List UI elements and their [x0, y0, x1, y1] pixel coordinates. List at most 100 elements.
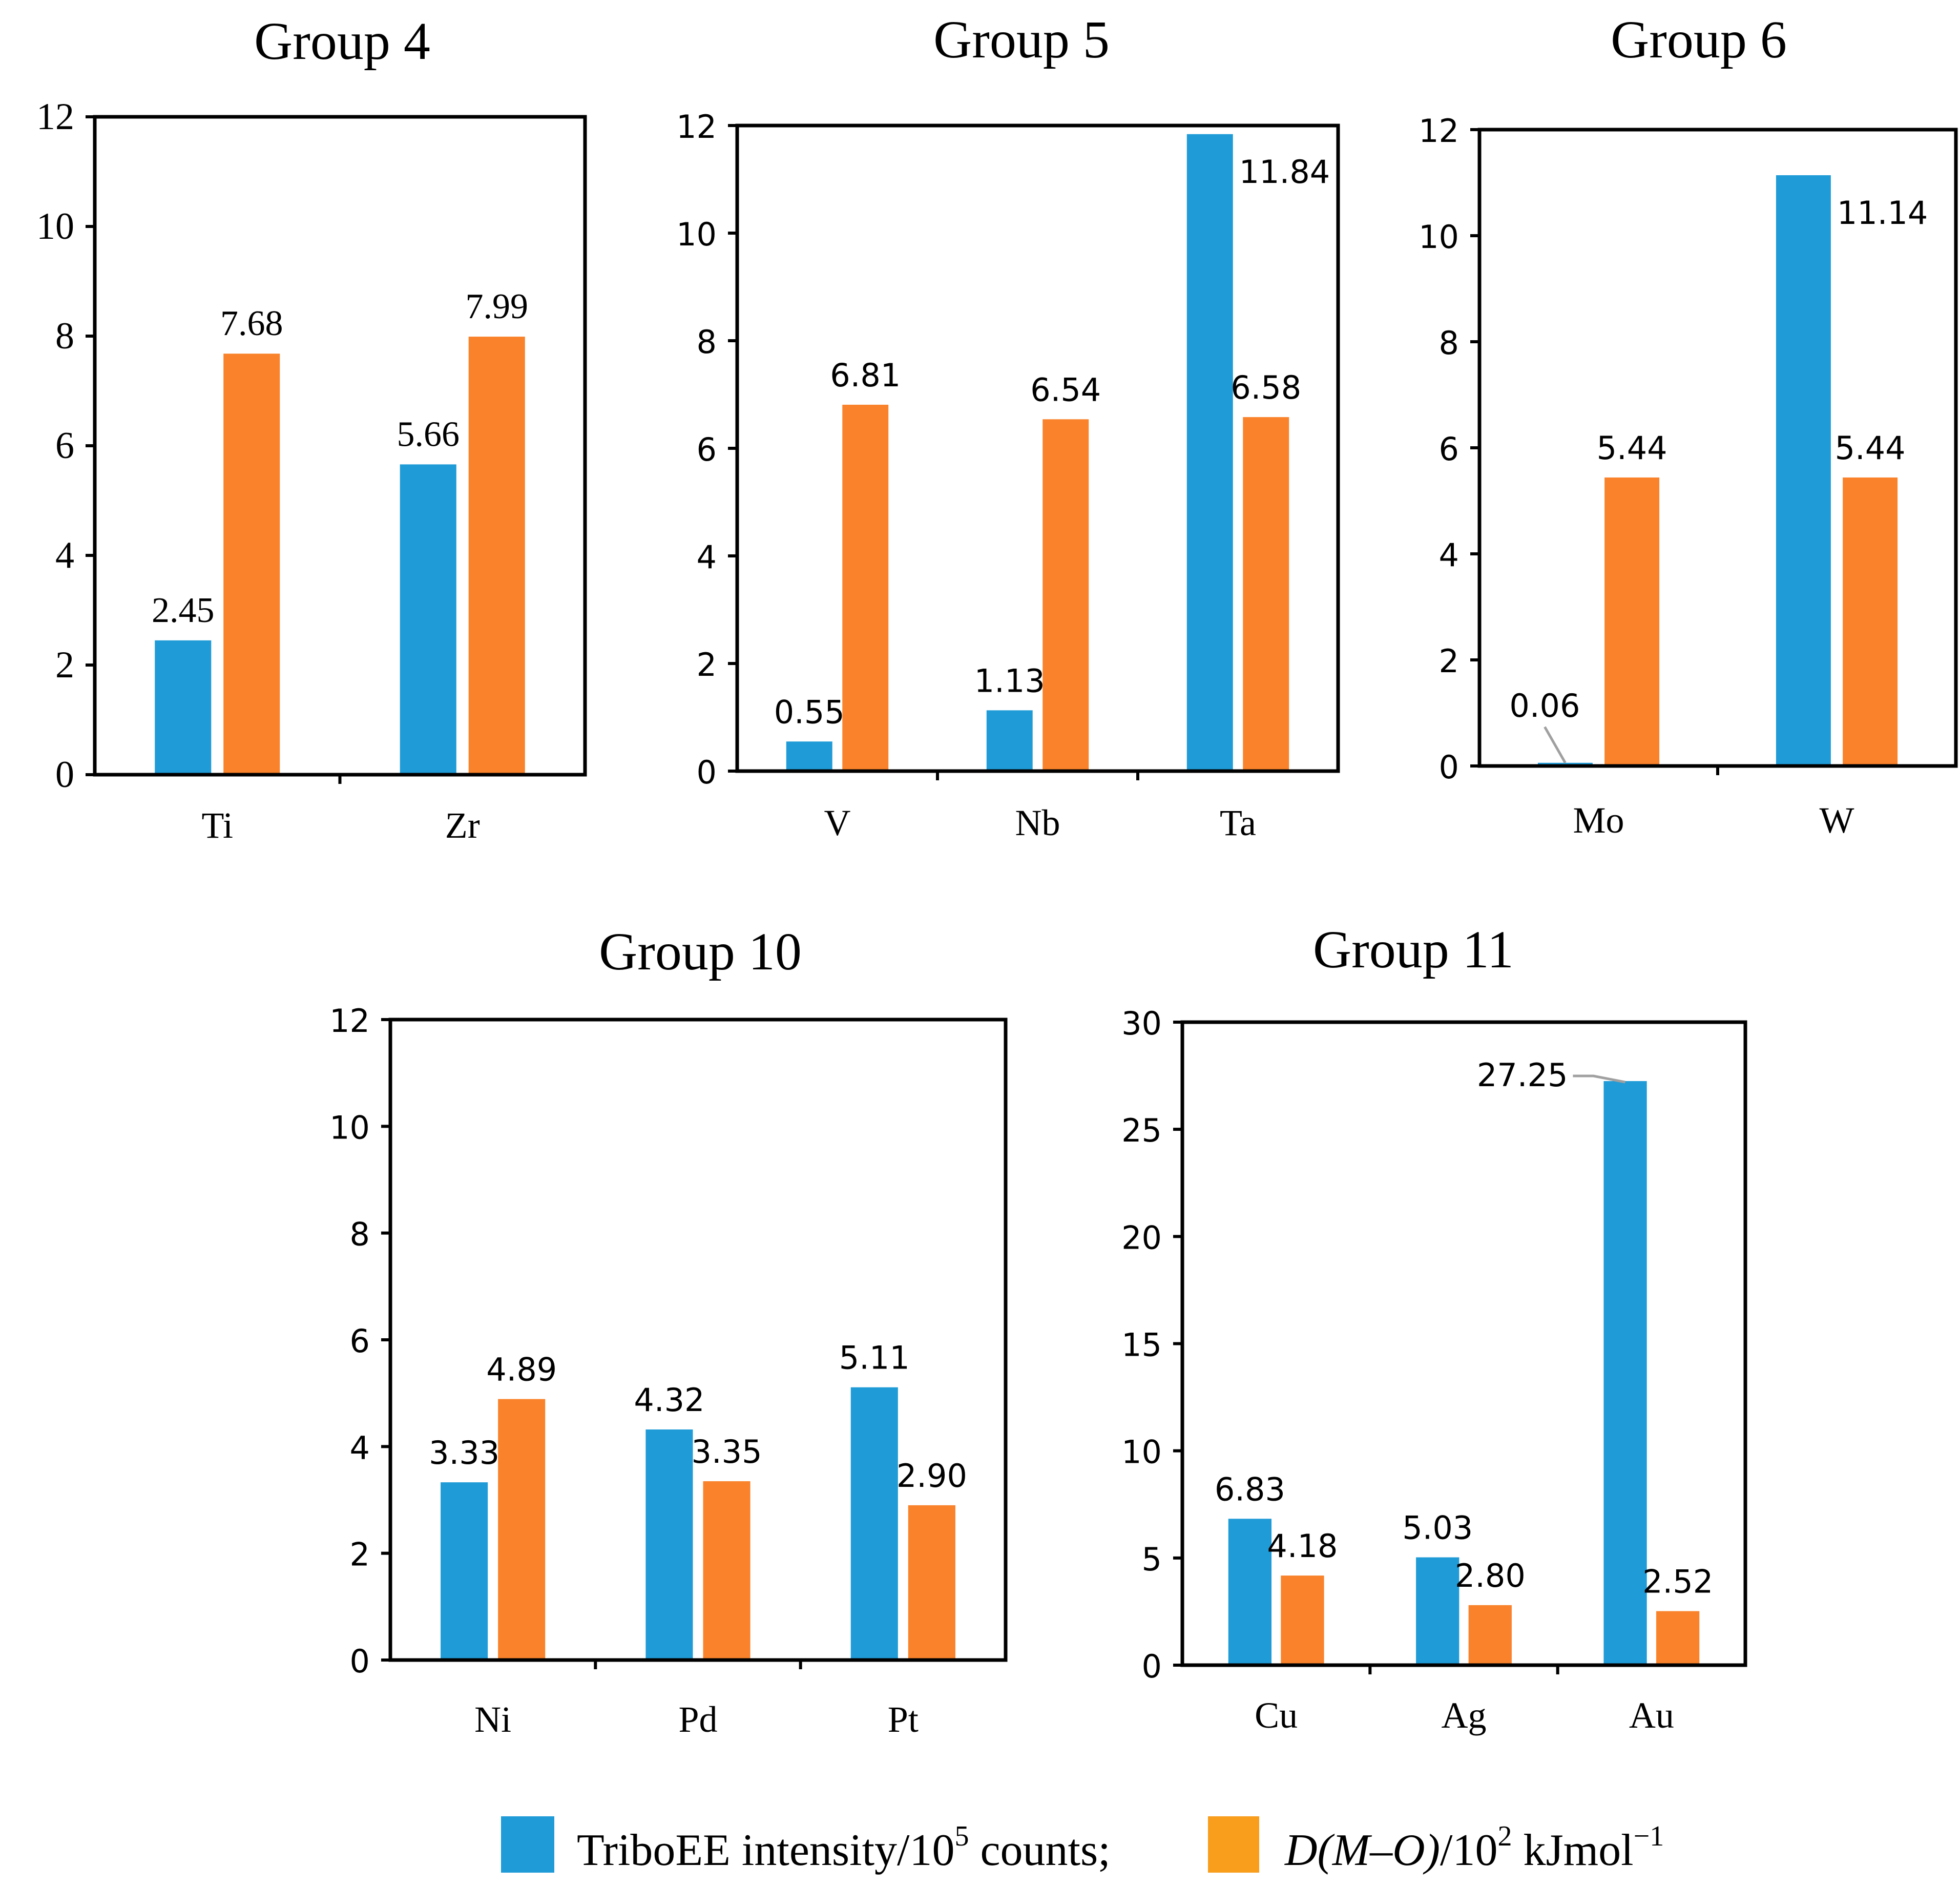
y-tick-label: 10 — [676, 216, 717, 253]
bar-triboee — [1228, 1519, 1272, 1665]
y-tick-label: 2 — [697, 646, 717, 683]
bar-dmo — [1656, 1611, 1700, 1665]
data-label: 0.55 — [774, 693, 845, 731]
y-tick-label: 8 — [697, 323, 717, 361]
bar-triboee — [986, 710, 1033, 771]
y-tick-label: 15 — [1121, 1326, 1162, 1364]
data-label: 5.11 — [839, 1339, 910, 1377]
legend-swatch-dmo — [1208, 1816, 1259, 1873]
chart-panel: Group 6 0 2 4 6 8 10 12 Mo 0.06 5.44 W 11.14 5.44 — [1419, 10, 1958, 841]
y-tick-label: 25 — [1121, 1112, 1162, 1149]
y-tick-label: 12 — [676, 108, 717, 146]
y-tick-label: 6 — [350, 1322, 370, 1360]
data-label: 5.44 — [1835, 429, 1906, 467]
x-category-label: Zr — [445, 805, 480, 846]
x-category-label: Cu — [1255, 1695, 1298, 1736]
plot-frame — [1477, 128, 1958, 768]
x-category-label: Pd — [678, 1699, 717, 1740]
data-label: 4.32 — [634, 1381, 704, 1419]
chart-title: Group 10 — [599, 922, 802, 981]
y-tick-label: 5 — [1142, 1541, 1162, 1578]
bar-dmo — [1243, 417, 1289, 771]
y-tick-label: 10 — [1121, 1434, 1162, 1471]
legend-label-dmo: D(M–O)/102 kJmol−1 — [1284, 1820, 1664, 1875]
y-tick-label: 12 — [329, 1002, 370, 1040]
plot-frame — [1180, 1020, 1747, 1667]
bar-dmo — [1843, 477, 1898, 766]
data-label: 11.14 — [1837, 194, 1928, 232]
data-label: 2.52 — [1642, 1563, 1713, 1601]
data-label: 3.33 — [429, 1434, 499, 1471]
y-tick-label: 12 — [1419, 112, 1459, 150]
bar-triboee — [645, 1429, 693, 1660]
y-tick-label: 30 — [1121, 1005, 1162, 1042]
plot-frame — [93, 115, 587, 777]
chart-title: Group 5 — [933, 10, 1110, 69]
data-label: 0.06 — [1509, 687, 1580, 724]
bar-triboee — [400, 464, 456, 775]
data-label: 7.68 — [220, 304, 283, 343]
bar-dmo — [468, 337, 525, 775]
x-category-label: Pt — [888, 1699, 919, 1740]
data-label: 5.03 — [1402, 1509, 1473, 1547]
bar-dmo — [842, 404, 889, 771]
y-tick-label: 0 — [55, 754, 74, 796]
y-tick-label: 10 — [36, 205, 74, 247]
data-label: 2.45 — [152, 591, 215, 630]
chart-title: Group 6 — [1611, 10, 1787, 69]
bar-triboee — [1603, 1081, 1647, 1665]
y-tick-label: 0 — [1439, 749, 1459, 786]
leader-line — [1544, 726, 1567, 764]
data-label: 2.90 — [896, 1457, 967, 1495]
bar-triboee — [850, 1387, 898, 1660]
bar-dmo — [1604, 477, 1660, 766]
y-tick-label: 4 — [697, 538, 717, 576]
x-category-label: W — [1820, 800, 1854, 841]
y-tick-label: 10 — [1419, 218, 1459, 256]
y-tick-label: 2 — [55, 644, 74, 686]
bar-dmo — [908, 1505, 955, 1660]
legend-swatch-triboee — [501, 1816, 554, 1873]
plot-frame — [735, 123, 1340, 773]
y-tick-label: 0 — [697, 754, 717, 791]
y-tick-label: 4 — [1439, 536, 1459, 574]
data-label: 1.13 — [974, 662, 1045, 699]
bar-dmo — [703, 1481, 750, 1660]
x-category-label: V — [824, 802, 851, 843]
data-label: 5.66 — [397, 414, 460, 454]
y-tick-label: 2 — [1439, 642, 1459, 680]
data-label: 3.35 — [692, 1433, 762, 1470]
charts-layer: Group 4024681012Ti2.457.68Zr5.667.99Grou… — [36, 10, 1958, 1740]
data-label: 7.99 — [465, 287, 528, 326]
bar-dmo — [498, 1399, 546, 1660]
y-tick-label: 2 — [350, 1536, 370, 1573]
bar-triboee — [1776, 175, 1831, 766]
legend-label-triboee: TriboEE intensity/105 counts; — [577, 1820, 1111, 1875]
bar-dmo — [1281, 1575, 1324, 1665]
y-tick-label: 6 — [697, 431, 717, 468]
data-label: 6.58 — [1231, 369, 1301, 406]
y-tick-label: 4 — [350, 1429, 370, 1466]
bar-triboee — [1186, 134, 1233, 771]
chart-panel: Group 10 0 2 4 6 8 10 12 Ni 3.33 4.89 Pd 4.32 3.35 Pt 5… — [329, 922, 1008, 1740]
leader-line — [1573, 1074, 1626, 1084]
x-category-label: Mo — [1573, 800, 1624, 841]
chart-title: Group 11 — [1313, 920, 1514, 979]
x-category-label: Ni — [474, 1699, 511, 1740]
bar-dmo — [1042, 419, 1089, 771]
data-label: 4.89 — [486, 1351, 557, 1388]
legend: TriboEE intensity/105 counts; D(M–O)/102… — [501, 1816, 1664, 1875]
data-label: 6.81 — [830, 357, 901, 394]
y-tick-label: 12 — [36, 96, 74, 138]
y-tick-label: 20 — [1121, 1219, 1162, 1256]
data-label: 5.44 — [1597, 429, 1667, 467]
bar-triboee — [1416, 1557, 1459, 1665]
data-label: 6.83 — [1215, 1470, 1285, 1508]
plot-frame — [388, 1018, 1008, 1662]
y-tick-label: 8 — [55, 315, 74, 357]
x-category-label: Ti — [202, 805, 233, 846]
data-label: 27.25 — [1477, 1056, 1568, 1094]
bar-triboee — [441, 1482, 488, 1660]
y-tick-label: 10 — [329, 1109, 370, 1146]
